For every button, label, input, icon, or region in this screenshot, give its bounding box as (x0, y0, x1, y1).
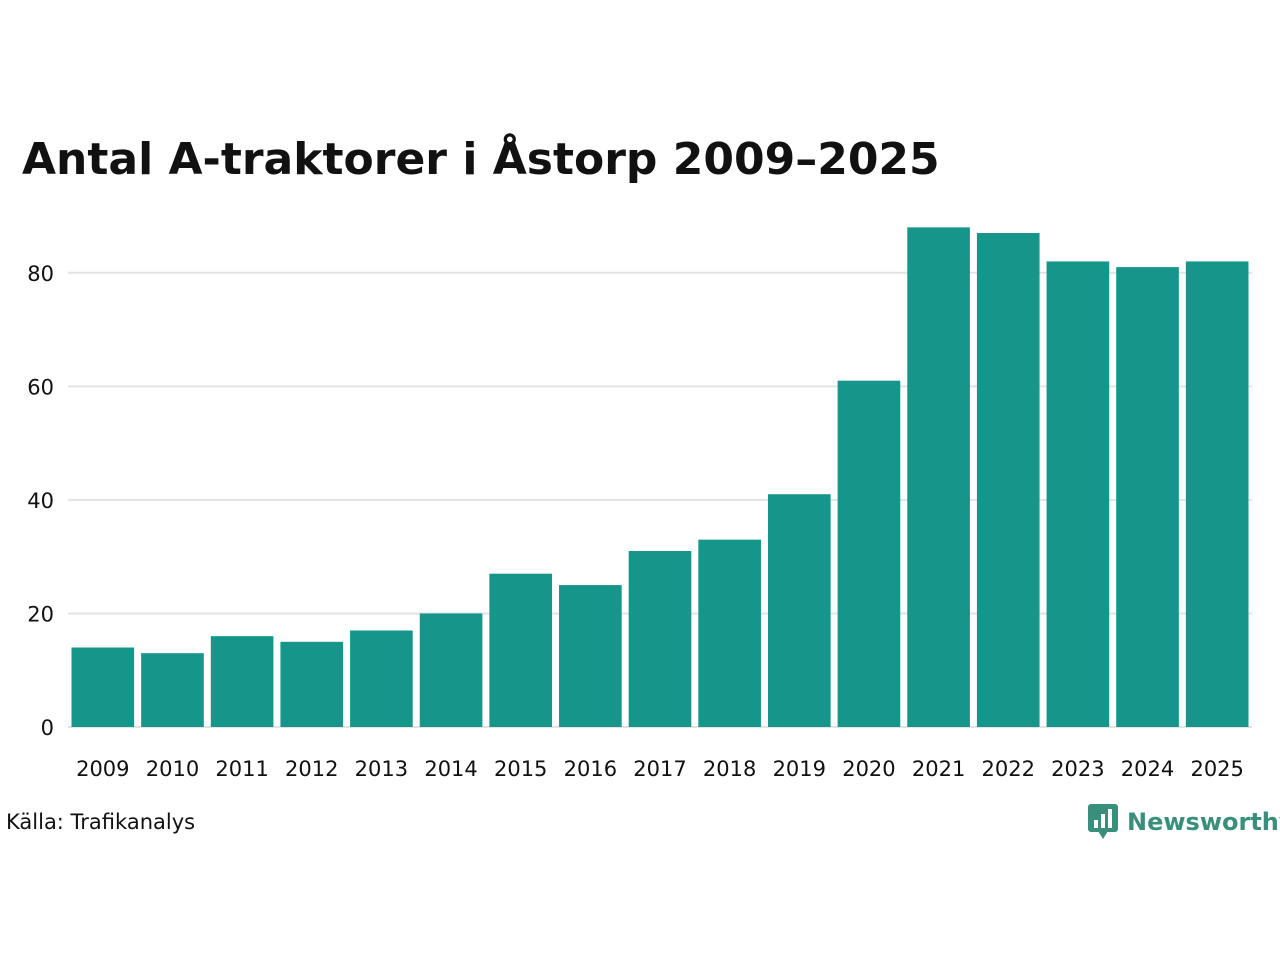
bar-2017[interactable] (628, 550, 692, 727)
y-tick-label: 40 (27, 489, 54, 513)
bar-2019[interactable] (767, 494, 831, 727)
x-tick-label-2010: 2010 (146, 757, 199, 781)
chart-title: Antal A-traktorer i Åstorp 2009–2025 (22, 134, 940, 185)
y-tick-label: 80 (27, 262, 54, 286)
bar-2018[interactable] (698, 539, 761, 727)
bar-2013[interactable] (350, 630, 413, 727)
bar-2014[interactable] (419, 613, 483, 727)
y-axis-ticks: 0 20 40 60 80 (27, 262, 54, 740)
bar-2023[interactable] (1046, 261, 1110, 727)
x-tick-label-2012: 2012 (285, 757, 338, 781)
bar-2011[interactable] (210, 636, 274, 727)
x-tick-label-2025: 2025 (1190, 757, 1243, 781)
x-tick-label-2018: 2018 (703, 757, 756, 781)
x-tick-label-2024: 2024 (1121, 757, 1174, 781)
bar-2012[interactable] (280, 641, 344, 727)
bar-2022[interactable] (976, 233, 1040, 727)
x-tick-label-2023: 2023 (1051, 757, 1104, 781)
bar-2025[interactable] (1185, 261, 1249, 727)
x-tick-label-2015: 2015 (494, 757, 547, 781)
bar-2020[interactable] (837, 380, 901, 727)
x-axis-ticks: 2009 2010 2011 2012 2013 2014 2015 2016 2017 2018… (76, 757, 1244, 781)
brand-name: Newsworthy (1127, 808, 1280, 836)
brand-logo-group: Newsworthy (1088, 802, 1280, 842)
source-note: Källa: Trafikanalys (6, 810, 196, 834)
x-tick-label-2020: 2020 (842, 757, 895, 781)
x-tick-label-2017: 2017 (633, 757, 686, 781)
y-tick-label: 60 (27, 375, 54, 399)
bar-2009[interactable] (71, 647, 135, 727)
x-tick-label-2014: 2014 (424, 757, 477, 781)
bar-2021[interactable] (907, 227, 970, 728)
x-tick-label-2021: 2021 (912, 757, 965, 781)
x-tick-label-2011: 2011 (215, 757, 268, 781)
x-tick-label-2022: 2022 (982, 757, 1035, 781)
bar-2024[interactable] (1116, 267, 1179, 727)
bar-2015[interactable] (489, 573, 553, 727)
bar-2010[interactable] (141, 653, 204, 727)
x-tick-label-2009: 2009 (76, 757, 129, 781)
x-tick-label-2013: 2013 (355, 757, 408, 781)
y-tick-label: 20 (27, 602, 54, 626)
bars (71, 227, 1249, 728)
bar-2016[interactable] (559, 585, 622, 727)
bar-chart-speech-bubble-icon (1088, 804, 1118, 839)
y-tick-label: 0 (41, 716, 54, 740)
x-tick-label-2019: 2019 (773, 757, 826, 781)
x-tick-label-2016: 2016 (564, 757, 617, 781)
